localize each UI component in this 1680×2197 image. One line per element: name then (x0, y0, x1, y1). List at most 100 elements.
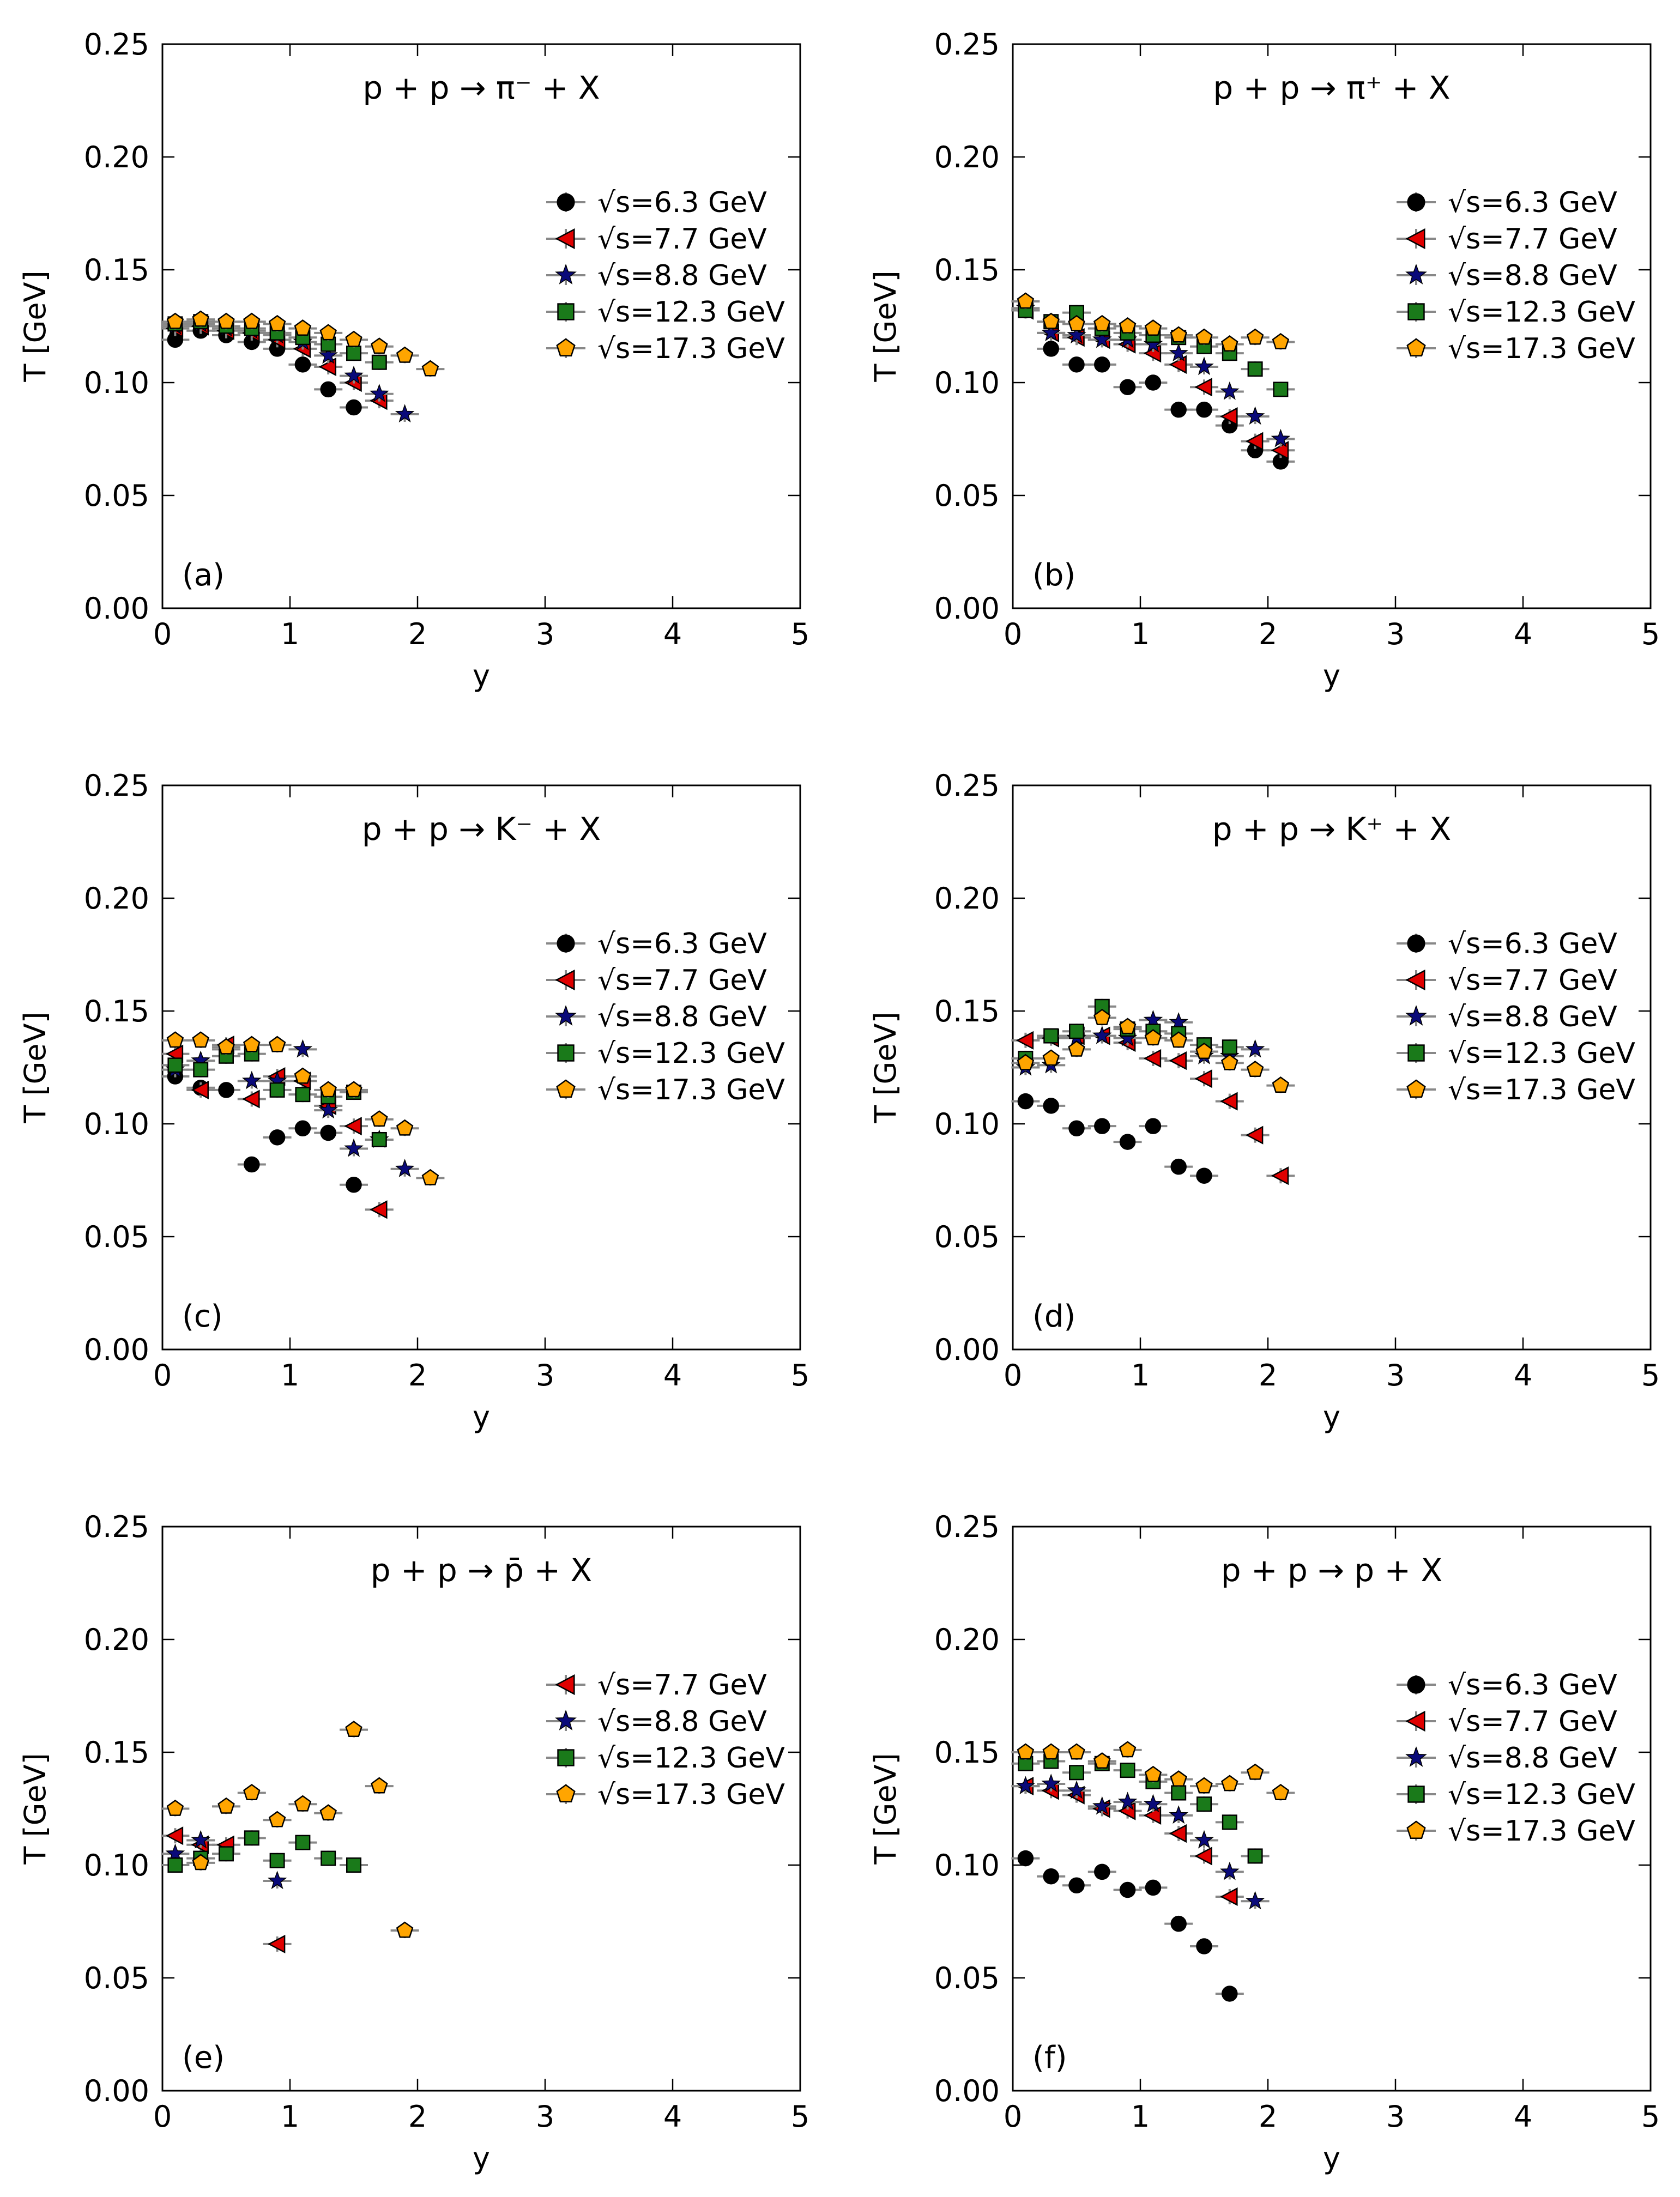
data-point (1068, 356, 1085, 373)
data-point (318, 345, 339, 364)
data-point (1169, 343, 1189, 362)
legend-marker (557, 1044, 575, 1062)
y-tick-label: 0.20 (934, 881, 1000, 916)
legend-marker (1405, 228, 1425, 250)
x-tick-label: 3 (536, 617, 554, 651)
series-6_3-GeV (1011, 1850, 1244, 2002)
y-tick-label: 0.25 (84, 1510, 149, 1544)
legend-label: √s=17.3 GeV (1448, 332, 1635, 365)
data-point (269, 1853, 285, 1868)
data-point (242, 1090, 260, 1109)
data-point (396, 1119, 414, 1136)
legend-marker (1406, 338, 1426, 357)
y-tick-label: 0.15 (84, 253, 149, 287)
y-tick-label: 0.20 (84, 1623, 149, 1657)
data-point (1144, 1029, 1162, 1046)
data-point (192, 1854, 209, 1871)
data-point (1068, 1120, 1085, 1137)
data-point (345, 330, 362, 347)
data-point (167, 1057, 183, 1073)
chart-panel-e: 0 1 2 3 4 5 0.00 0.05 0.10 0.15 0.20 0.25 y T [GeV] p … (18, 1510, 809, 2175)
x-tick-label: 4 (1514, 617, 1532, 651)
legend-marker (556, 1079, 576, 1098)
data-point (166, 1031, 184, 1048)
data-point (218, 1082, 234, 1098)
data-point (421, 1169, 439, 1185)
data-point (346, 1857, 361, 1873)
data-point (1043, 1028, 1059, 1044)
y-tick-label: 0.05 (84, 479, 149, 513)
reaction-title: p + p → K⁻ + X (362, 810, 601, 848)
data-point (1170, 1915, 1187, 1932)
data-point (371, 1110, 388, 1127)
data-point (1117, 1792, 1138, 1811)
legend-label: √s=12.3 GeV (1448, 1037, 1635, 1070)
chart-panel-b: 0 1 2 3 4 5 0.00 0.05 0.10 0.15 0.20 0.25 y T [GeV] p … (868, 27, 1660, 693)
data-point (318, 1100, 339, 1119)
data-point (1245, 1039, 1265, 1058)
data-point (1143, 1794, 1163, 1813)
data-point (269, 1082, 285, 1098)
legend-label: √s=6.3 GeV (1448, 1669, 1617, 1702)
data-point (1017, 292, 1035, 309)
legend-label: √s=6.3 GeV (1448, 186, 1617, 219)
x-tick-label: 5 (791, 2099, 809, 2134)
data-point (1246, 1763, 1264, 1780)
y-tick-label: 0.00 (84, 2074, 149, 2108)
y-axis-label: T [GeV] (868, 1753, 903, 1865)
data-point (1041, 1774, 1061, 1793)
legend-label: √s=12.3 GeV (1448, 296, 1635, 329)
data-point (319, 324, 337, 341)
data-point (1094, 1863, 1110, 1880)
data-point (192, 1031, 209, 1048)
data-point (1245, 1125, 1264, 1145)
data-point (294, 319, 312, 336)
data-point (1016, 1031, 1034, 1050)
data-point (1041, 323, 1061, 342)
series-17_3-GeV (161, 1031, 445, 1186)
data-point (1017, 1054, 1035, 1070)
data-point (369, 384, 389, 402)
data-point (1043, 1868, 1059, 1885)
x-tick-label: 2 (1259, 617, 1277, 651)
series-17_3-GeV (161, 310, 445, 377)
data-point (1169, 1051, 1187, 1070)
y-tick-label: 0.25 (84, 768, 149, 803)
legend-marker (1407, 1675, 1425, 1694)
legend-marker (1407, 303, 1425, 320)
chart-panel-c: 0 1 2 3 4 5 0.00 0.05 0.10 0.15 0.20 0.25 y T [GeV] p … (18, 768, 809, 1434)
data-point (1245, 432, 1264, 451)
data-point (1272, 332, 1290, 349)
series-6_3-GeV (161, 1068, 368, 1193)
data-point (1272, 1076, 1290, 1093)
data-point (268, 1036, 286, 1052)
x-tick-label: 1 (1131, 1358, 1150, 1393)
data-point (1272, 1783, 1290, 1800)
x-tick-label: 5 (1641, 1358, 1660, 1393)
y-axis-label: T [GeV] (18, 1012, 52, 1123)
data-point (193, 1062, 209, 1078)
data-point (1094, 1118, 1110, 1134)
data-point (269, 1129, 286, 1146)
data-point (1119, 1134, 1136, 1150)
legend-label: √s=12.3 GeV (1448, 1778, 1635, 1811)
data-point (344, 1138, 364, 1157)
series-6_3-GeV (161, 323, 368, 416)
y-axis-label: T [GeV] (18, 1753, 52, 1865)
data-point (268, 1811, 286, 1827)
legend: √s=6.3 GeV√s=7.7 GeV√s=8.8 GeV√s=12.3 Ge… (546, 186, 785, 365)
x-tick-label: 3 (1386, 617, 1405, 651)
legend-marker (555, 228, 575, 250)
y-tick-label: 0.15 (934, 253, 1000, 287)
panel-tag: (e) (182, 2040, 225, 2075)
data-point (1145, 374, 1162, 391)
data-point (244, 1156, 260, 1173)
series-17_3-GeV (161, 1721, 419, 1939)
data-point (1042, 1743, 1060, 1760)
legend: √s=6.3 GeV√s=7.7 GeV√s=8.8 GeV√s=12.3 Ge… (1397, 1669, 1635, 1848)
data-point (1219, 1861, 1240, 1880)
data-point (1067, 1780, 1086, 1799)
data-point (1196, 1796, 1212, 1812)
data-point (1222, 1814, 1237, 1830)
data-point (1169, 1824, 1187, 1843)
